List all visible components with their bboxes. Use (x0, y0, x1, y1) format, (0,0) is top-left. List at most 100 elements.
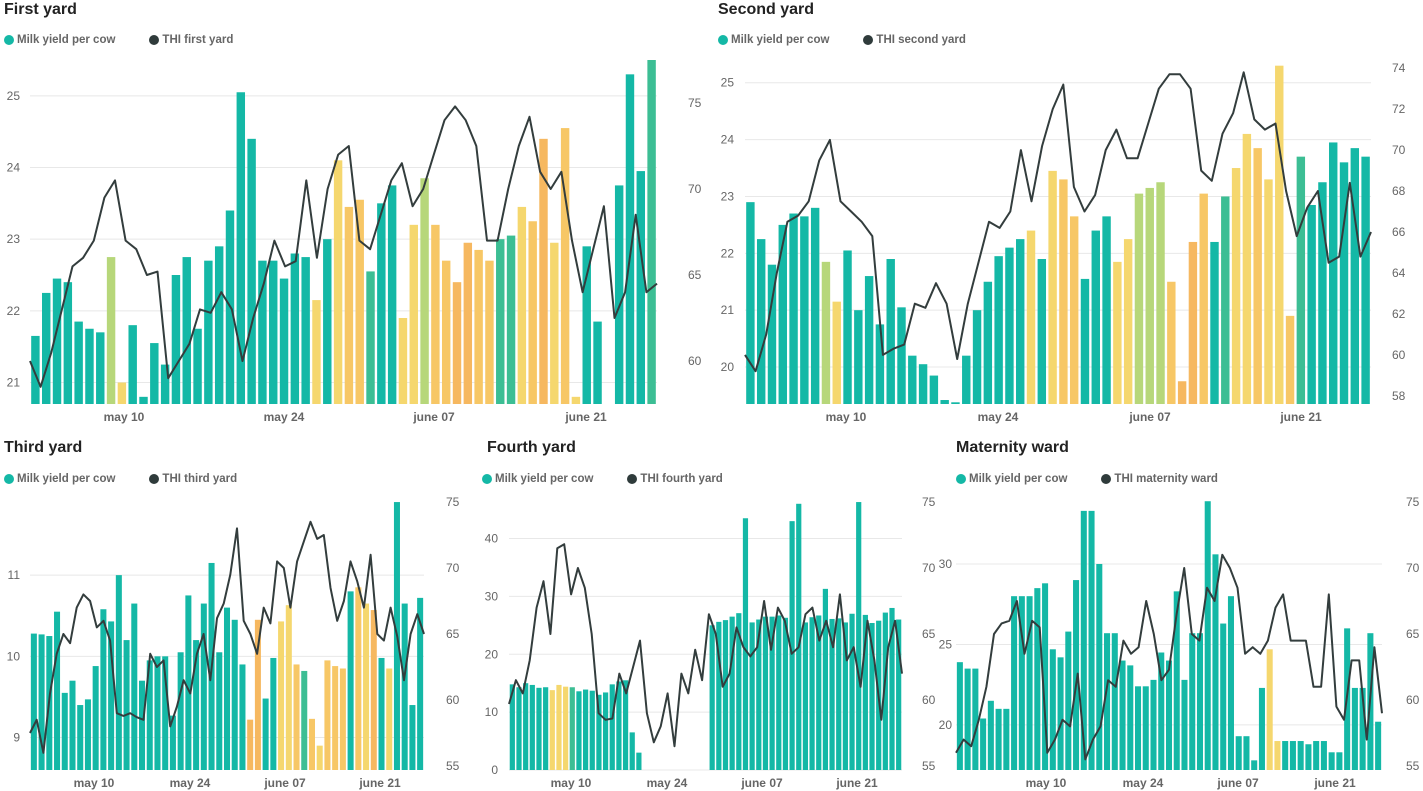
chart-panel-second-yard: Second yard Milk yield per cow THI secon… (714, 0, 1423, 430)
bar-mark (1034, 588, 1041, 770)
legend-item-milk-yield[interactable]: Milk yield per cow (956, 473, 1067, 485)
bar-mark (496, 239, 505, 404)
bar-mark (636, 171, 646, 404)
chart-legend[interactable]: Milk yield per cow THI fourth yard (482, 473, 757, 485)
bar-mark (301, 257, 310, 404)
x-tick-label: may 10 (104, 410, 145, 424)
bar-mark (843, 250, 852, 404)
bar-mark (1059, 179, 1068, 404)
bar-mark (115, 575, 122, 770)
bar-mark (347, 591, 354, 770)
bar-mark (829, 618, 835, 770)
bar-mark (1080, 510, 1087, 770)
bar-mark (528, 221, 537, 404)
legend-dot-teal-icon (718, 35, 728, 45)
bar-mark (316, 745, 323, 770)
legend-dot-dark-icon (863, 35, 874, 45)
bar-mark (193, 328, 202, 404)
legend-dot-teal-icon (956, 474, 966, 484)
legend-label: THI third yard (162, 473, 238, 485)
chart-legend[interactable]: Milk yield per cow THI maternity ward (956, 473, 1252, 485)
bar-mark (1018, 596, 1025, 770)
y-left-tick-label: 25 (939, 637, 953, 651)
bar-mark (117, 382, 127, 404)
legend-item-milk-yield[interactable]: Milk yield per cow (718, 34, 829, 46)
bar-mark (131, 603, 138, 770)
bar-mark (169, 715, 176, 770)
x-tick-label: june 07 (1216, 776, 1259, 790)
bar-mark (355, 587, 362, 770)
bar-mark (549, 690, 555, 770)
bar-mark (1266, 649, 1273, 770)
bar-mark (1242, 133, 1252, 404)
bar-mark (128, 325, 137, 404)
bar-mark (729, 616, 735, 770)
bar-mark (339, 668, 346, 770)
legend-dot-dark-icon (149, 474, 160, 484)
bar-mark (1313, 741, 1320, 770)
legend-item-milk-yield[interactable]: Milk yield per cow (4, 473, 115, 485)
bar-mark (614, 185, 624, 404)
bar-mark (995, 708, 1002, 770)
bar-mark (1235, 736, 1242, 770)
legend-item-thi[interactable]: THI first yard (149, 34, 233, 46)
legend-item-thi[interactable]: THI second yard (863, 34, 966, 46)
y-left-tick-label: 25 (7, 89, 21, 103)
bar-mark (1318, 182, 1327, 404)
bar-mark (1289, 741, 1296, 770)
bar-mark (1091, 230, 1100, 404)
bar-mark (61, 692, 68, 770)
bar-mark (1173, 591, 1180, 770)
bar-mark (1196, 633, 1204, 770)
bar-mark (290, 253, 300, 404)
bar-mark (278, 621, 285, 770)
legend-label: Milk yield per cow (17, 473, 116, 485)
bar-mark (822, 588, 828, 770)
bar-mark (886, 259, 895, 404)
x-tick-label: june 07 (263, 776, 306, 790)
chart-legend[interactable]: Milk yield per cow THI third yard (4, 473, 271, 485)
legend-item-thi[interactable]: THI fourth yard (627, 473, 723, 485)
legend-item-thi[interactable]: THI maternity ward (1101, 473, 1218, 485)
bar-mark (247, 138, 256, 405)
chart-canvas: 0 10 20 30 40 55 60 65 70 75 may 10 may 24 june 07 ju… (485, 495, 936, 790)
bar-mark (177, 652, 184, 770)
bar-mark (882, 612, 888, 770)
legend-dot-teal-icon (482, 474, 492, 484)
y-left-tick-label: 23 (721, 189, 735, 203)
y-right-tick-label: 70 (922, 561, 936, 575)
bar-mark (796, 503, 802, 770)
legend-label: Milk yield per cow (17, 34, 116, 46)
chart-title: First yard (4, 1, 77, 18)
legend-item-milk-yield[interactable]: Milk yield per cow (482, 473, 593, 485)
y-right-tick-label: 66 (1392, 225, 1406, 239)
chart-title: Third yard (4, 439, 83, 456)
legend-dot-teal-icon (4, 35, 14, 45)
bar-mark (1375, 721, 1382, 770)
legend-item-thi[interactable]: THI third yard (149, 473, 237, 485)
bar-mark (1199, 193, 1208, 404)
bar-mark (778, 224, 787, 404)
bar-mark (625, 74, 635, 404)
legend-item-milk-yield[interactable]: Milk yield per cow (4, 34, 115, 46)
bar-mark (602, 692, 609, 770)
x-tick-label: june 07 (412, 410, 455, 424)
bar-mark (987, 700, 994, 770)
bar-mark (536, 687, 542, 770)
legend-dot-teal-icon (4, 474, 14, 484)
y-right-tick-label: 60 (1406, 693, 1420, 707)
bar-mark (1339, 162, 1349, 404)
x-tick-label: june 21 (1279, 410, 1322, 424)
bar-mark (333, 160, 343, 404)
y-right-tick-label: 65 (1406, 627, 1420, 641)
bar-mark (523, 683, 529, 770)
chart-legend[interactable]: Milk yield per cow THI first yard (4, 34, 267, 46)
chart-legend[interactable]: Milk yield per cow THI second yard (718, 34, 1000, 46)
x-tick-label: june 21 (564, 410, 607, 424)
bar-mark (506, 235, 516, 404)
bar-mark (980, 718, 987, 770)
bar-mark (736, 613, 742, 770)
bar-mark (647, 60, 656, 404)
y-left-tick-label: 21 (721, 303, 735, 317)
bar-mark (74, 321, 83, 404)
